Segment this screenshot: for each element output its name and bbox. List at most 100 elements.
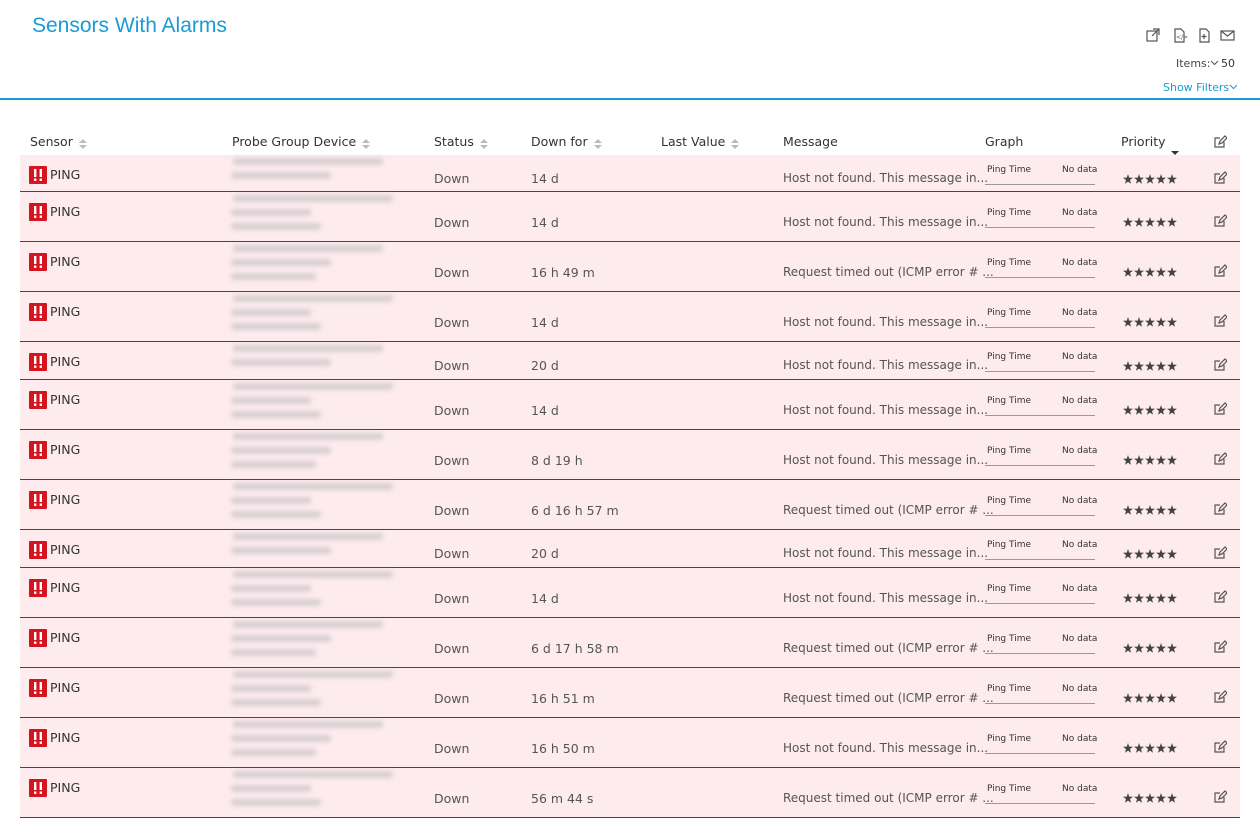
blurred-device <box>231 309 311 316</box>
edit-icon[interactable] <box>1213 546 1228 560</box>
sensor-name[interactable]: PING <box>50 442 81 457</box>
sensor-name[interactable]: PING <box>50 304 81 319</box>
edit-icon[interactable] <box>1213 545 1228 564</box>
graph-label: Ping Time <box>987 208 1032 218</box>
edit-icon[interactable] <box>1213 357 1228 376</box>
sensor-name[interactable]: PING <box>50 680 81 695</box>
sort-icon[interactable] <box>479 135 488 154</box>
edit-icon[interactable] <box>1213 640 1228 654</box>
edit-icon[interactable] <box>1213 170 1228 189</box>
message: Host not found. This message in... <box>783 453 989 467</box>
edit-all-icon[interactable] <box>1213 135 1228 149</box>
priority-stars <box>1123 405 1177 415</box>
graph-value: No data <box>1062 734 1098 744</box>
sort-icon[interactable] <box>731 135 740 154</box>
edit-icon[interactable] <box>1213 313 1228 332</box>
edit-icon[interactable] <box>1213 789 1228 808</box>
graph-baseline <box>985 515 1095 516</box>
sensor-name[interactable]: PING <box>50 204 81 219</box>
table-row: PING Down 20 d Host not found. This message… <box>20 530 1240 568</box>
column-header[interactable]: Priority <box>1121 134 1166 149</box>
edit-icon[interactable] <box>1213 502 1228 516</box>
status-icon <box>29 203 47 221</box>
sensor-name[interactable]: PING <box>50 630 81 645</box>
sensor-name[interactable]: PING <box>50 254 81 269</box>
edit-icon[interactable] <box>1213 213 1228 232</box>
blurred-device <box>231 735 331 742</box>
priority-stars <box>1123 217 1177 227</box>
message: Host not found. This message in... <box>783 215 989 229</box>
edit-icon[interactable] <box>1213 639 1228 658</box>
sort-icon[interactable] <box>731 138 740 150</box>
edit-icon[interactable] <box>1213 358 1228 372</box>
blurred-device <box>233 195 393 202</box>
edit-icon[interactable] <box>1213 451 1228 470</box>
sensor-name[interactable]: PING <box>50 392 81 407</box>
edit-icon[interactable] <box>1213 171 1228 185</box>
message: Request timed out (ICMP error # ... <box>783 691 994 705</box>
blurred-device <box>231 447 331 454</box>
column-header[interactable]: Status <box>434 134 474 149</box>
sort-icon[interactable] <box>593 138 602 150</box>
graph-label: Ping Time <box>987 396 1032 406</box>
edit-icon[interactable] <box>1213 501 1228 520</box>
blurred-device <box>231 259 331 266</box>
sort-icon[interactable] <box>362 138 371 150</box>
toolbar-icons[interactable]: </> <box>1145 26 1240 46</box>
sensor-name[interactable]: PING <box>50 167 81 182</box>
status: Down <box>434 641 470 656</box>
edit-icon[interactable] <box>1213 263 1228 282</box>
edit-icon[interactable] <box>1213 790 1228 804</box>
message: Host not found. This message in... <box>783 403 989 417</box>
filters-caret[interactable] <box>1229 83 1238 91</box>
column-header[interactable]: Probe Group Device <box>232 134 357 149</box>
message: Host not found. This message in... <box>783 358 989 372</box>
sort-icon[interactable] <box>362 135 371 154</box>
sort-icon[interactable] <box>1170 141 1179 160</box>
edit-all-icon[interactable] <box>1213 134 1228 153</box>
edit-icon[interactable] <box>1213 689 1228 708</box>
edit-icon[interactable] <box>1213 739 1228 758</box>
edit-icon[interactable] <box>1213 402 1228 416</box>
sensor-name[interactable]: PING <box>50 730 81 745</box>
graph-label: Ping Time <box>987 734 1032 744</box>
sort-icon[interactable] <box>479 138 488 150</box>
sort-icon[interactable] <box>1170 150 1179 156</box>
sort-icon[interactable] <box>78 138 87 150</box>
edit-icon[interactable] <box>1213 740 1228 754</box>
edit-icon[interactable] <box>1213 214 1228 228</box>
edit-icon[interactable] <box>1213 401 1228 420</box>
blurred-device <box>231 547 331 554</box>
status-icon <box>29 729 47 747</box>
column-header[interactable]: Message <box>783 134 838 149</box>
column-header[interactable]: Last Value <box>661 134 726 149</box>
items-caret[interactable] <box>1210 59 1219 67</box>
sensor-name[interactable]: PING <box>50 492 81 507</box>
column-header[interactable]: Down for <box>531 134 588 149</box>
blurred-device <box>231 209 311 216</box>
sort-icon[interactable] <box>593 135 602 154</box>
message: Host not found. This message in... <box>783 546 989 560</box>
priority-stars <box>1123 455 1177 465</box>
edit-icon[interactable] <box>1213 314 1228 328</box>
column-header[interactable]: Sensor <box>30 134 73 149</box>
sort-icon[interactable] <box>78 135 87 154</box>
items-value[interactable]: 50 <box>1221 57 1235 70</box>
column-header[interactable]: Graph <box>985 134 1024 149</box>
edit-icon[interactable] <box>1213 690 1228 704</box>
edit-icon[interactable] <box>1213 590 1228 604</box>
graph-baseline <box>985 227 1095 228</box>
edit-icon[interactable] <box>1213 452 1228 466</box>
sensor-name[interactable]: PING <box>50 580 81 595</box>
sensor-name[interactable]: PING <box>50 542 81 557</box>
sensor-name[interactable]: PING <box>50 780 81 795</box>
graph-label: Ping Time <box>987 684 1032 694</box>
down-for: 6 d 17 h 58 m <box>531 641 619 656</box>
show-filters[interactable]: Show Filters <box>1163 81 1230 94</box>
edit-icon[interactable] <box>1213 264 1228 278</box>
edit-icon[interactable] <box>1213 589 1228 608</box>
blurred-device <box>231 685 311 692</box>
message: Request timed out (ICMP error # ... <box>783 641 994 655</box>
status: Down <box>434 791 470 806</box>
sensor-name[interactable]: PING <box>50 354 81 369</box>
